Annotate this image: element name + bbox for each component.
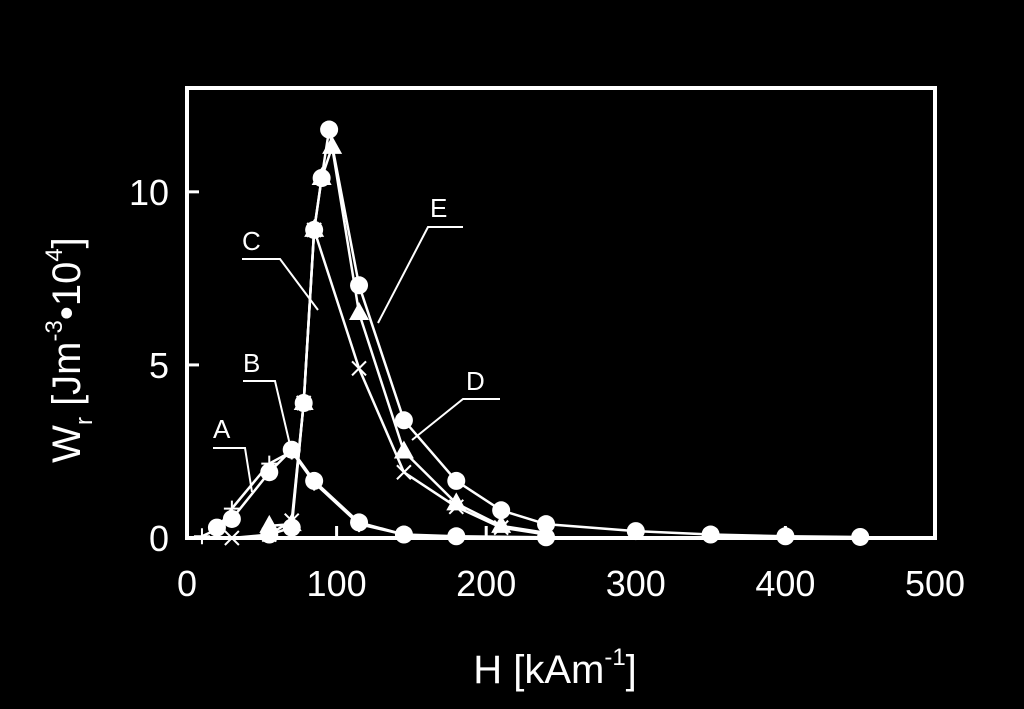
y-axis-label-part: 4 — [41, 248, 68, 261]
marker — [537, 515, 556, 534]
leader-line — [377, 226, 463, 324]
x-axis-label-part: -1 — [604, 644, 625, 671]
y-axis-label-part: [Jm — [45, 342, 89, 418]
series-label: A — [213, 414, 231, 444]
marker — [282, 518, 301, 537]
marker — [446, 492, 467, 511]
marker — [851, 527, 870, 546]
marker — [312, 169, 331, 187]
marker — [491, 514, 512, 533]
marker — [447, 471, 466, 490]
y-axis-label-part: -3 — [41, 320, 68, 341]
marker — [222, 509, 241, 528]
marker — [394, 411, 413, 430]
marker — [351, 360, 367, 377]
marker — [393, 440, 414, 459]
y-tick-label: 10 — [129, 172, 169, 213]
marker — [492, 501, 511, 520]
x-axis-label-part: ] — [626, 648, 637, 692]
series-label: D — [466, 366, 485, 396]
x-axis-label: H [kAm-1] — [473, 644, 637, 692]
marker — [350, 276, 369, 295]
x-tick-label: 0 — [177, 563, 197, 604]
marker — [224, 530, 240, 546]
y-axis-label-part: r — [71, 417, 98, 425]
x-tick-label: 100 — [307, 563, 367, 604]
leader-line — [242, 258, 319, 311]
leader-line — [243, 380, 291, 446]
series-label: C — [242, 226, 261, 256]
marker — [260, 463, 279, 482]
y-axis-label-part: •10 — [45, 262, 89, 321]
y-axis-label: Wr [Jm-3•104] — [41, 237, 98, 463]
marker — [701, 525, 720, 544]
leader-line — [213, 447, 253, 493]
series-label: B — [243, 348, 260, 378]
marker — [447, 527, 466, 546]
marker — [350, 513, 369, 532]
x-tick-label: 300 — [606, 563, 666, 604]
marker — [394, 525, 413, 544]
marker — [396, 464, 412, 480]
leader-line — [411, 398, 500, 441]
y-axis-label-part: ] — [45, 237, 89, 248]
y-tick-label: 0 — [149, 518, 169, 559]
plot-frame — [185, 86, 937, 540]
y-tick-label: 5 — [149, 345, 169, 386]
marker — [305, 220, 324, 239]
marker — [626, 522, 645, 541]
marker — [282, 440, 301, 459]
x-tick-label: 500 — [905, 563, 965, 604]
marker — [207, 518, 226, 537]
marker — [260, 525, 279, 544]
series-line — [231, 229, 547, 540]
y-axis-label-part: W — [45, 425, 89, 463]
marker — [305, 471, 324, 490]
x-tick-label: 200 — [456, 563, 516, 604]
marker — [294, 394, 313, 412]
marker — [320, 120, 339, 139]
marker — [349, 302, 370, 320]
marker — [193, 528, 210, 545]
series-label: E — [430, 193, 447, 223]
marker — [776, 527, 795, 546]
x-tick-label: 400 — [755, 563, 815, 604]
x-axis-label-part: H [kAm — [473, 648, 604, 692]
